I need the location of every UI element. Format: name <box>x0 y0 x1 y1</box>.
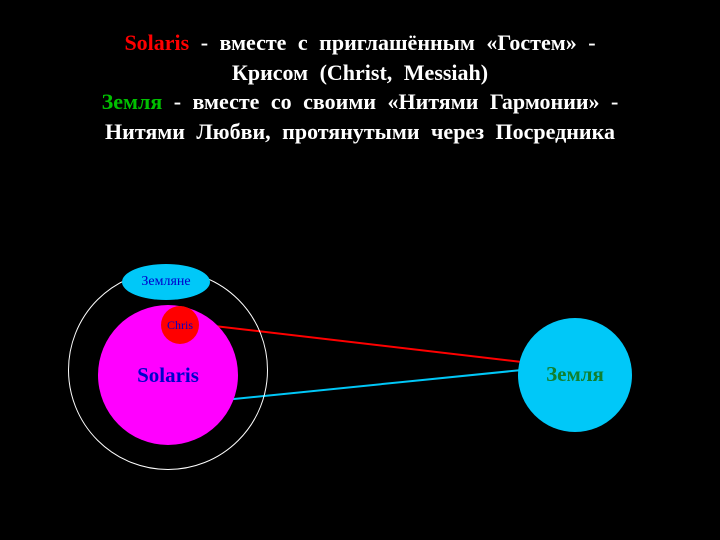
earth-label: Земля <box>546 363 604 386</box>
earth-node: Земля <box>518 318 632 432</box>
chris-node: Chris <box>161 306 199 344</box>
diagram: Земляне Solaris Chris Земля <box>0 0 720 540</box>
chris-label: Chris <box>167 319 193 331</box>
solaris-label: Solaris <box>137 363 199 388</box>
earthlings-label: Земляне <box>141 275 190 289</box>
earthlings-node: Земляне <box>122 264 210 300</box>
